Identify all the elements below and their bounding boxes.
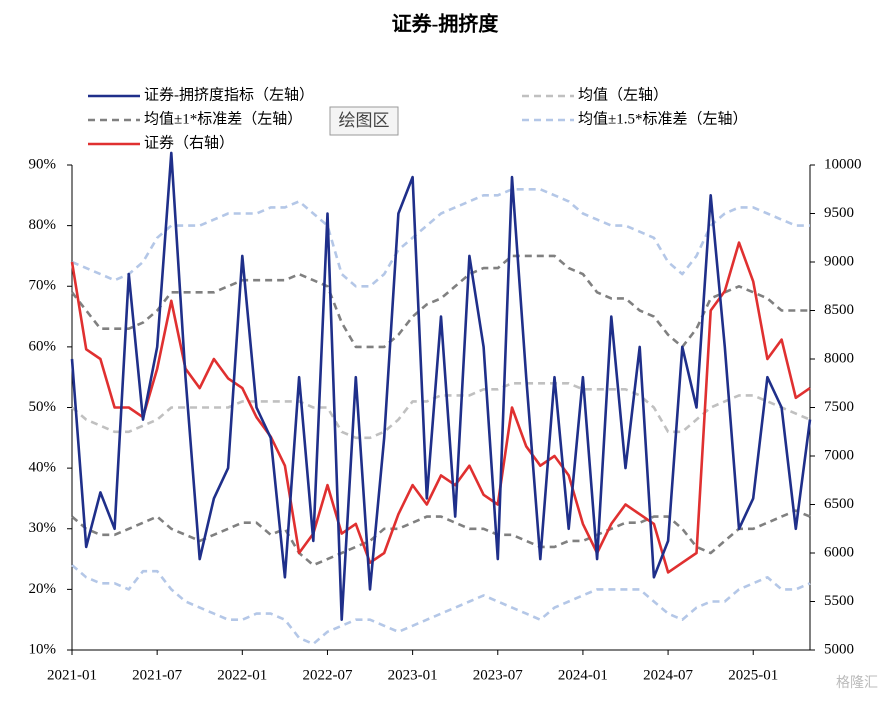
tooltip-text: 绘图区 xyxy=(339,111,390,131)
x-tick-label: 2023-01 xyxy=(388,667,438,683)
x-tick-label: 2024-01 xyxy=(558,667,608,683)
y2-tick-label: 5000 xyxy=(824,641,854,657)
series-line xyxy=(71,509,811,567)
y-tick-label: 30% xyxy=(29,520,57,536)
legend-label: 均值±1.5*标准差（左轴） xyxy=(578,110,747,127)
series-line xyxy=(71,188,810,288)
x-tick-label: 2025-01 xyxy=(728,667,778,683)
y2-tick-label: 9000 xyxy=(824,253,854,269)
y2-tick-label: 7000 xyxy=(824,447,854,463)
y-tick-label: 20% xyxy=(29,581,57,597)
chart-title: 证券-拥挤度 xyxy=(392,12,500,36)
x-tick-label: 2021-01 xyxy=(47,667,97,683)
y2-tick-label: 10000 xyxy=(824,156,862,172)
y-tick-label: 40% xyxy=(29,460,57,476)
y2-tick-label: 9500 xyxy=(824,205,854,221)
series-line xyxy=(71,564,811,646)
x-tick-label: 2022-01 xyxy=(217,667,267,683)
tooltip-box xyxy=(329,106,399,136)
series-line xyxy=(70,151,812,621)
x-tick-label: 2023-07 xyxy=(473,667,523,683)
y2-tick-label: 8000 xyxy=(824,350,854,366)
x-tick-label: 2022-07 xyxy=(302,667,352,683)
legend-label: 均值±1*标准差（左轴） xyxy=(144,110,302,127)
y-tick-label: 70% xyxy=(29,278,57,294)
y-tick-label: 60% xyxy=(29,338,57,354)
y-tick-label: 50% xyxy=(29,399,57,415)
series-line xyxy=(71,382,811,440)
x-tick-label: 2024-07 xyxy=(643,667,693,683)
watermark: 格隆汇 xyxy=(836,675,878,691)
y2-tick-label: 5500 xyxy=(824,593,854,609)
y2-tick-label: 8500 xyxy=(824,302,854,318)
legend-label: 证券-拥挤度指标（左轴） xyxy=(144,86,314,103)
y2-tick-label: 6000 xyxy=(824,544,854,560)
series-line xyxy=(70,241,811,574)
y-tick-label: 90% xyxy=(29,156,57,172)
y2-tick-label: 6500 xyxy=(824,496,854,512)
y-tick-label: 10% xyxy=(29,641,57,657)
x-tick-label: 2021-07 xyxy=(132,667,182,683)
legend-label: 证券（右轴） xyxy=(144,134,234,151)
y-tick-label: 80% xyxy=(29,217,57,233)
legend-label: 均值（左轴） xyxy=(578,86,668,103)
y2-tick-label: 7500 xyxy=(824,399,854,415)
